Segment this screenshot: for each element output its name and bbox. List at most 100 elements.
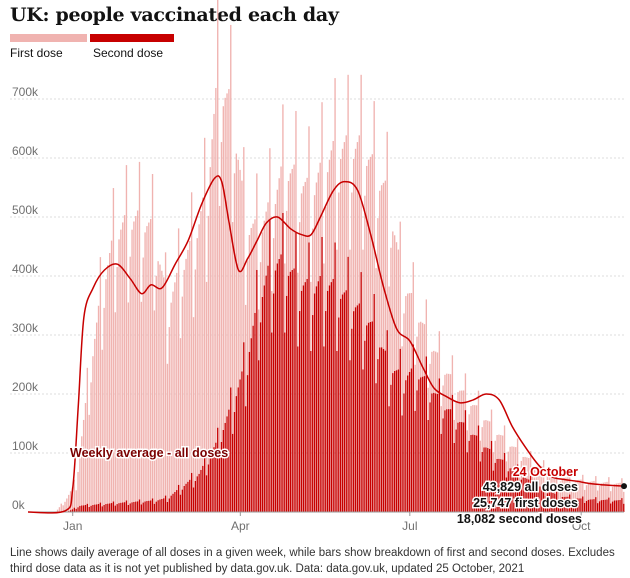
bar-second-dose (563, 496, 565, 512)
bar-first-dose (291, 168, 293, 271)
bar-second-dose (168, 498, 170, 512)
bar-second-dose (552, 492, 554, 512)
bar-first-dose (388, 286, 390, 407)
bar-first-dose (438, 331, 441, 379)
weekly-average-label: Weekly average - all doses (70, 446, 228, 460)
bar-second-dose (371, 321, 373, 512)
bar-second-dose (349, 360, 351, 512)
bar-first-dose (325, 206, 327, 312)
bar-second-dose (464, 410, 467, 512)
bar-first-dose (436, 352, 439, 394)
bar-first-dose (377, 218, 379, 360)
bar-first-dose (408, 293, 411, 373)
bar-second-dose (347, 256, 349, 512)
bar-first-dose (287, 181, 290, 276)
bar-second-dose (516, 464, 519, 512)
bar-first-dose (239, 169, 241, 380)
bar-first-dose (284, 263, 286, 333)
bar-second-dose (367, 322, 370, 512)
bar-second-dose (554, 493, 556, 512)
bar-second-dose (109, 503, 111, 512)
bar-second-dose (433, 392, 435, 512)
bar-second-dose (217, 427, 219, 512)
x-tick-label: Apr (231, 519, 250, 533)
bar-first-dose (136, 210, 139, 502)
bar-first-dose (75, 490, 77, 509)
bar-first-dose (122, 222, 124, 503)
bar-first-dose (487, 420, 489, 449)
bar-second-dose (537, 486, 539, 512)
bar-second-dose (289, 271, 292, 512)
bar-first-dose (414, 364, 416, 411)
bar-second-dose (498, 458, 500, 512)
bar-second-dose (384, 350, 387, 512)
bar-second-dose (92, 504, 94, 512)
bar-first-dose (582, 474, 584, 497)
bar-second-dose (399, 348, 401, 512)
bar-first-dose (520, 460, 522, 480)
bar-first-dose (176, 272, 178, 491)
bar-second-dose (382, 348, 385, 512)
y-tick-label: 600k (12, 144, 39, 158)
bar-first-dose (608, 477, 610, 498)
bar-first-dose (271, 291, 273, 333)
bar-first-dose (522, 456, 524, 478)
bar-first-dose (265, 211, 267, 276)
bar-second-dose (304, 282, 306, 512)
bar-second-dose (330, 282, 333, 512)
bar-second-dose (269, 219, 271, 513)
bar-second-dose (129, 503, 131, 512)
bar-first-dose (451, 355, 454, 395)
bar-first-dose (416, 336, 418, 391)
bar-first-dose (542, 460, 545, 485)
bar-first-dose (349, 249, 351, 361)
bar-second-dose (341, 294, 344, 512)
bar-first-dose (613, 484, 616, 501)
bar-second-dose (146, 501, 148, 512)
bar-first-dose (464, 373, 467, 411)
bar-second-dose (133, 501, 135, 512)
bar-second-dose (319, 276, 321, 512)
bar-first-dose (360, 74, 362, 273)
bar-second-dose (596, 503, 599, 512)
bar-first-dose (170, 302, 172, 496)
bar-first-dose (129, 256, 131, 504)
bar-second-dose (84, 504, 87, 512)
bar-first-dose (101, 349, 103, 507)
bar-second-dose (403, 393, 405, 512)
bar-second-dose (237, 387, 239, 512)
bar-first-dose (293, 164, 295, 269)
bar-first-dose (224, 97, 226, 423)
bar-first-dose (79, 452, 81, 506)
bar-second-dose (148, 500, 150, 512)
bar-first-dose (410, 292, 413, 369)
bar-first-dose (114, 312, 116, 506)
bar-first-dose (459, 390, 461, 422)
bar-first-dose (248, 234, 251, 352)
bar-second-dose (163, 498, 165, 512)
bar-second-dose (472, 434, 474, 512)
y-tick-label: 200k (12, 380, 39, 394)
bar-second-dose (353, 311, 355, 512)
bar-second-dose (544, 495, 547, 512)
bar-second-dose (101, 506, 103, 512)
y-tick-label: 400k (12, 262, 39, 276)
bar-first-dose (148, 222, 150, 501)
bar-second-dose (585, 500, 588, 512)
bar-second-dose (226, 416, 228, 512)
bar-first-dose (371, 154, 373, 322)
bar-first-dose (272, 238, 275, 294)
bar-second-dose (513, 468, 515, 512)
bar-second-dose (86, 503, 89, 512)
bar-second-dose (578, 498, 580, 512)
bar-first-dose (457, 392, 459, 423)
bar-second-dose (181, 489, 184, 512)
bar-first-dose (554, 473, 556, 494)
bar-second-dose (276, 263, 279, 512)
bar-second-dose (140, 504, 143, 512)
bar-second-dose (600, 500, 603, 512)
bar-first-dose (95, 322, 98, 505)
bar-second-dose (487, 448, 489, 512)
bar-second-dose (297, 346, 299, 512)
bar-first-dose (323, 263, 325, 347)
